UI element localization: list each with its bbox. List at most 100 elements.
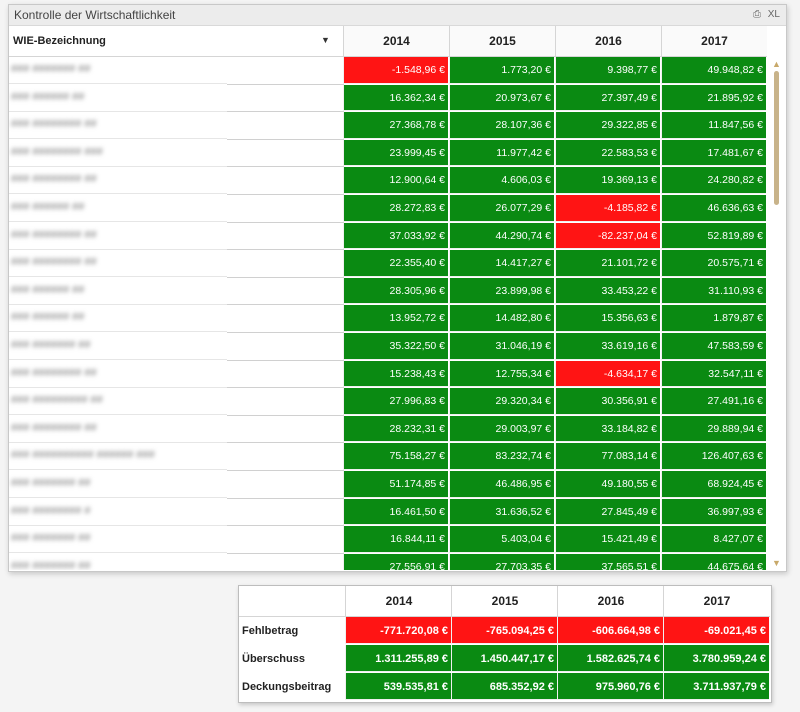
row-label-cell[interactable]: ### ######## ## [9, 223, 227, 250]
row-spacer [227, 498, 344, 527]
row-label-cell[interactable]: ### ####### ## [9, 526, 227, 554]
value-cell: 36.997,93 € [661, 498, 766, 526]
summary-row: Überschuss 1.311.255,89 €1.450.447,17 €1.… [239, 645, 771, 673]
value-cell: 68.924,45 € [661, 471, 766, 498]
dimension-header-dropdown[interactable]: WIE-Bezeichnung ▼ [9, 26, 344, 57]
year-header-1[interactable]: 2015 [449, 26, 555, 57]
row-label-cell[interactable]: ### ########## ###### ### [9, 443, 227, 471]
row-label-cell[interactable]: ### ######## ### [9, 140, 227, 167]
summary-value-cell: -606.664,98 € [557, 617, 663, 644]
row-spacer [227, 415, 344, 444]
summary-row: Fehlbetrag -771.720,08 € -765.094,25 € -606… [239, 617, 771, 645]
row-label: ### ######## ## [11, 421, 97, 434]
row-label: ### ####### ## [11, 63, 91, 75]
value-cell: 15.421,49 € [555, 526, 660, 553]
table-row: ### ###### ## 13.952,72 €14.482,80 €15.35… [9, 305, 769, 333]
table-row: ### ######## ## 37.033,92 €44.290,74 € -82… [9, 222, 769, 251]
summary-year-header: 2014 [345, 586, 452, 617]
summary-value-cell: -765.094,25 € [451, 617, 557, 644]
value-cell: 37.033,92 € [343, 222, 448, 250]
chevron-down-icon[interactable]: ▼ [321, 35, 330, 45]
summary-row-label: Deckungsbeitrag [242, 681, 332, 693]
summary-value-cell: -69.021,45 € [663, 617, 769, 644]
value-cell: 29.889,94 € [661, 415, 766, 443]
row-label-cell[interactable]: ### ####### ## [9, 554, 227, 570]
row-spacer [227, 333, 344, 361]
table-row: ### ######## ## 22.355,40 €14.417,27 €21.… [9, 250, 769, 278]
row-label-cell[interactable]: ### ###### ## [9, 305, 227, 333]
row-spacer [227, 277, 344, 306]
row-label: ### ######## ## [11, 366, 97, 379]
summary-header-blank [239, 586, 345, 617]
value-cell: 31.110,93 € [661, 277, 766, 305]
row-label: ### ####### ## [11, 477, 91, 489]
value-cell: 35.322,50 € [343, 333, 448, 360]
value-cell: 77.083,14 € [555, 443, 660, 470]
value-cell: 28.305,96 € [343, 277, 448, 305]
year-header-0[interactable]: 2014 [343, 26, 449, 57]
row-label: ### ###### ## [11, 283, 85, 296]
row-label: ### ####### ## [11, 559, 91, 570]
table-row: ### ######### ## 27.996,83 €29.320,34 €30… [9, 388, 769, 416]
row-label-cell[interactable]: ### ###### ## [9, 85, 227, 112]
value-cell: 51.174,85 € [343, 471, 448, 498]
value-cell: 22.355,40 € [343, 250, 448, 277]
scroll-down-icon[interactable]: ▼ [772, 558, 781, 568]
value-cell: 1.773,20 € [449, 57, 554, 84]
value-cell: 27.845,49 € [555, 498, 660, 526]
row-label-cell[interactable]: ### ######### ## [9, 388, 227, 416]
row-label-cell[interactable]: ### ####### ## [9, 471, 227, 498]
value-cell: 44.675,64 € [661, 553, 766, 570]
summary-year-header: 2015 [451, 586, 558, 617]
row-label-cell[interactable]: ### ######## # [9, 499, 227, 526]
value-cell: 16.844,11 € [343, 526, 448, 553]
print-icon[interactable]: ⎙ [752, 9, 761, 20]
excel-export-icon[interactable]: XL [767, 9, 780, 20]
row-label-cell[interactable]: ### ######## ## [9, 361, 227, 388]
scrollbar-thumb[interactable] [774, 71, 779, 205]
row-label-cell[interactable]: ### ######## ## [9, 167, 227, 195]
scroll-up-icon[interactable]: ▲ [772, 59, 781, 69]
summary-year-header: 2016 [557, 586, 664, 617]
title-icons: ⎙ XL [749, 9, 780, 20]
value-cell: 17.481,67 € [661, 139, 766, 167]
table-row: ### ########## ###### ### 75.158,27 €83.2… [9, 443, 769, 471]
value-cell: 14.417,27 € [449, 250, 554, 277]
value-cell: 16.461,50 € [343, 498, 448, 526]
value-cell: 5.403,04 € [449, 526, 554, 553]
value-cell: 8.427,07 € [661, 526, 766, 553]
row-label-cell[interactable]: ### ######## ## [9, 250, 227, 278]
row-label-cell[interactable]: ### ######## ## [9, 112, 227, 140]
row-label: ### ###### ## [11, 90, 85, 103]
value-cell: 52.819,89 € [661, 222, 766, 250]
row-label: ### ######## ## [11, 118, 97, 131]
row-label: ### ######## ## [11, 228, 97, 241]
panel-title: Kontrolle der Wirtschaftlichkeit [14, 8, 176, 22]
row-label-cell[interactable]: ### ###### ## [9, 278, 227, 305]
value-cell: -1.548,96 € [343, 57, 448, 84]
year-header-3[interactable]: 2017 [661, 26, 767, 57]
year-header-2[interactable]: 2016 [555, 26, 661, 57]
row-spacer [227, 305, 344, 333]
row-spacer [227, 84, 344, 113]
table-row: ### ###### ## 28.272,83 €26.077,29 € -4.18… [9, 195, 769, 223]
row-label-cell[interactable]: ### ######## ## [9, 416, 227, 443]
row-spacer [227, 553, 344, 570]
row-label-cell[interactable]: ### ####### ## [9, 333, 227, 360]
value-cell: 29.003,97 € [449, 415, 554, 443]
row-label: ### ####### ## [11, 532, 91, 545]
table-row: ### ######## ## 15.238,43 €12.755,34 € -4.… [9, 360, 769, 389]
row-spacer [227, 112, 344, 140]
row-label-cell[interactable]: ### ###### ## [9, 195, 227, 222]
value-cell: 44.290,74 € [449, 222, 554, 250]
value-cell: 9.398,77 € [555, 57, 660, 84]
value-cell: 20.973,67 € [449, 84, 554, 112]
table-row: ### ####### ## 27.556,91 €27.703,35 €37.5… [9, 553, 769, 570]
row-label-cell[interactable]: ### ####### ## [9, 57, 227, 84]
value-cell: 27.491,16 € [661, 388, 766, 415]
value-cell: -4.634,17 € [555, 360, 660, 388]
value-cell: 29.322,85 € [555, 112, 660, 139]
value-cell: 28.232,31 € [343, 415, 448, 443]
row-label: ### ######## ### [11, 145, 103, 158]
vertical-scrollbar[interactable]: ▲ ▼ [769, 57, 785, 570]
